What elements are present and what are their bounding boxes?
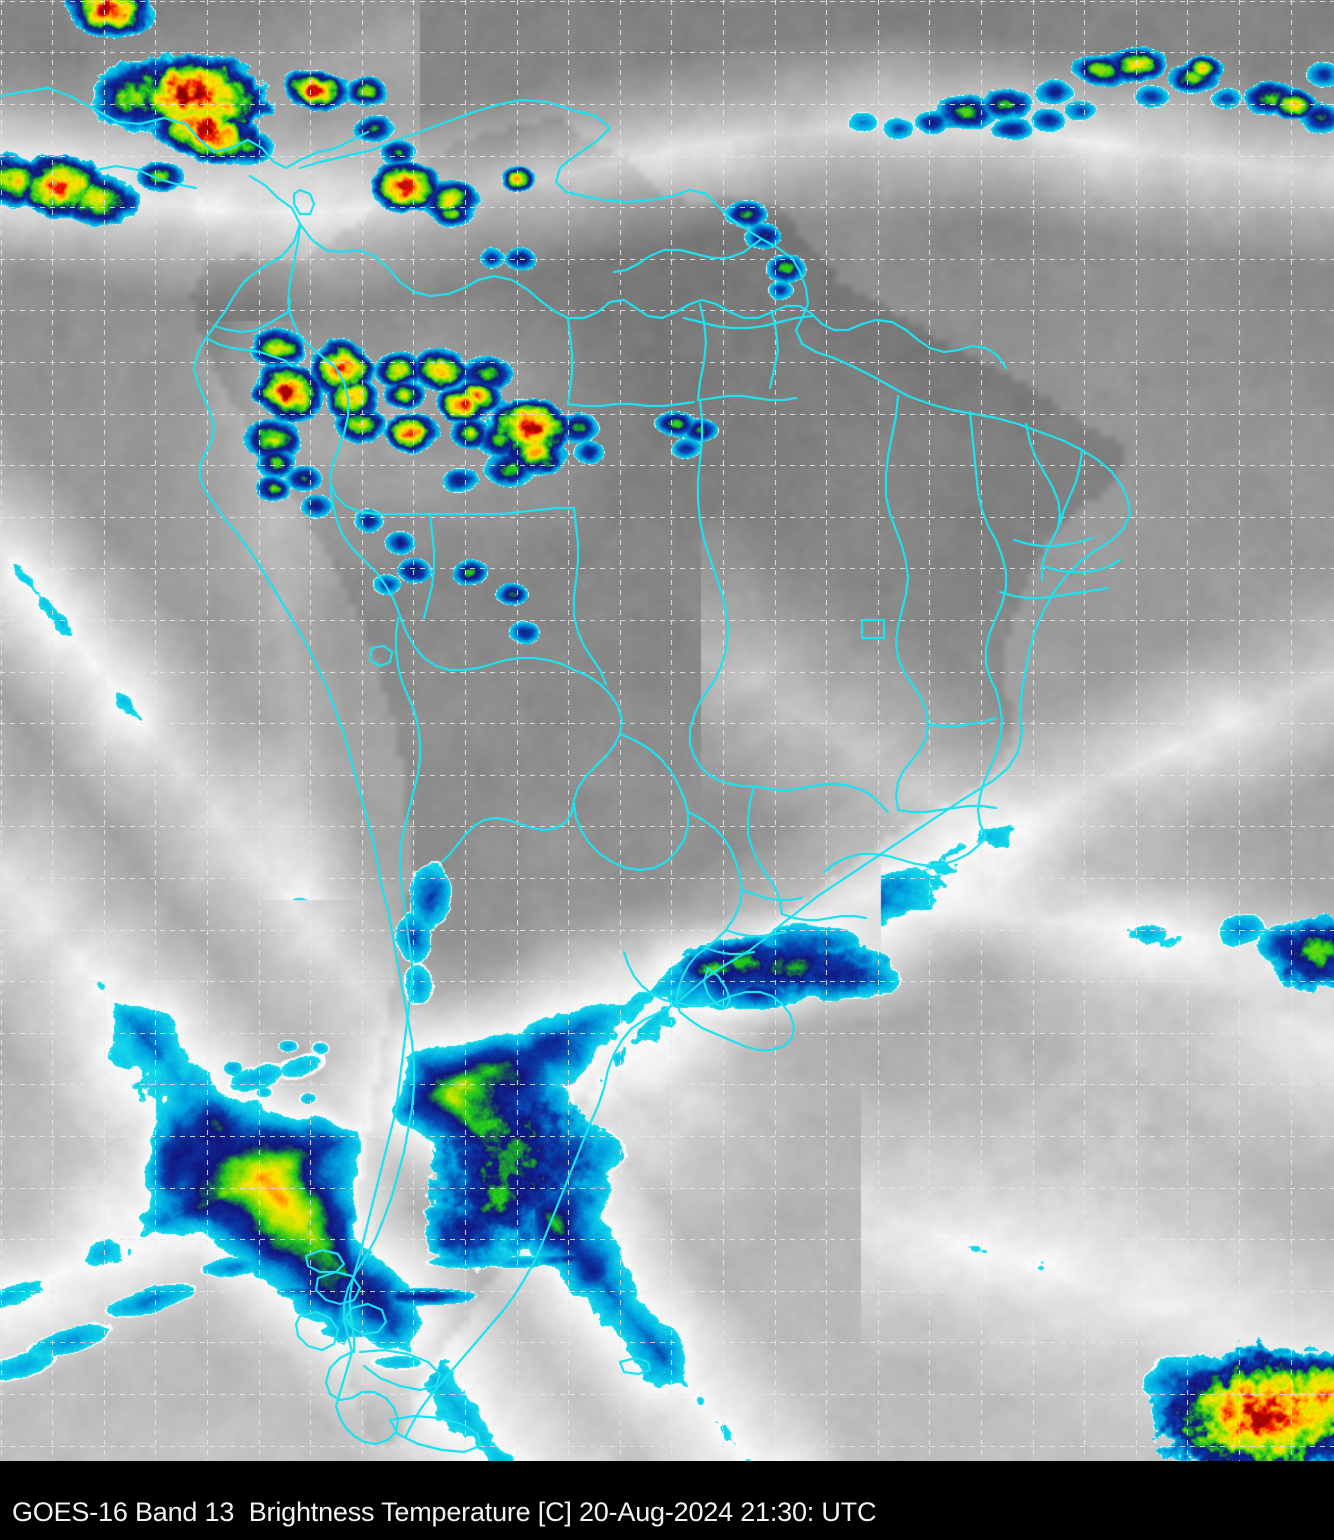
caption-bar: GOES-16 Band 13 Brightness Temperature […: [0, 1461, 1334, 1540]
brightness-temperature-raster: [0, 0, 1334, 1461]
satellite-image-viewport: [0, 0, 1334, 1461]
product-caption: GOES-16 Band 13 Brightness Temperature […: [12, 1497, 877, 1527]
